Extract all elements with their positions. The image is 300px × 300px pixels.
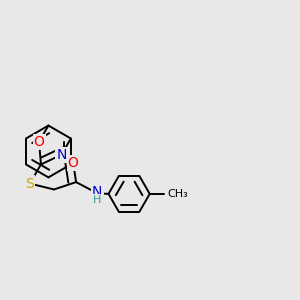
Text: CH₃: CH₃: [167, 189, 188, 199]
Text: S: S: [26, 177, 34, 190]
Text: O: O: [34, 135, 44, 149]
Text: H: H: [93, 195, 101, 205]
Text: N: N: [56, 148, 67, 162]
Text: N: N: [92, 184, 103, 199]
Text: O: O: [68, 156, 79, 170]
